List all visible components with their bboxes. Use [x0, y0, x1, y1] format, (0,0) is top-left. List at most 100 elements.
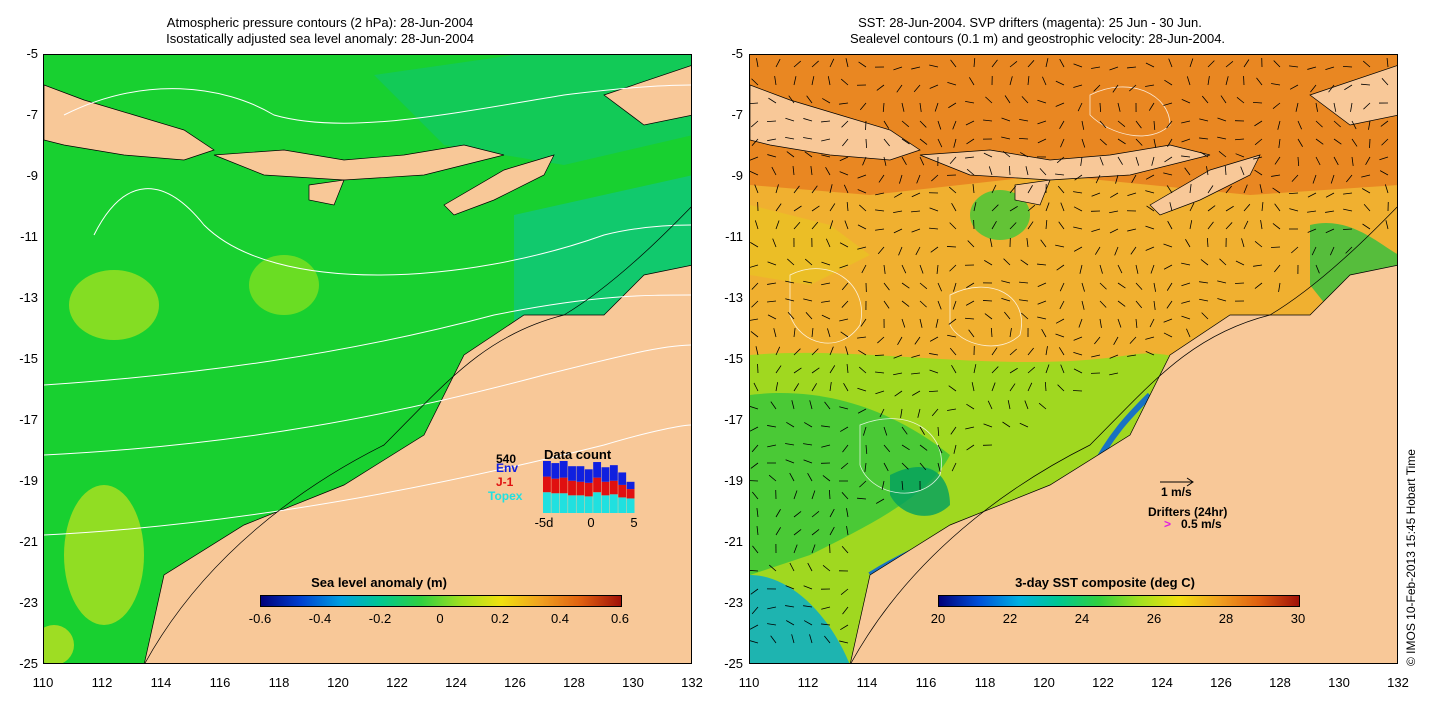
velocity-arrow [967, 240, 975, 248]
velocity-arrow [912, 390, 921, 396]
velocity-arrow [857, 174, 867, 179]
velocity-arrow [931, 174, 939, 182]
velocity-arrow [1027, 347, 1034, 356]
velocity-arrow [988, 166, 993, 176]
velocity-arrow [750, 570, 759, 572]
velocity-arrow [1329, 246, 1335, 256]
left-latitude-tick: -7 [26, 107, 38, 122]
velocity-arrow [1056, 264, 1065, 271]
velocity-arrow [893, 372, 903, 376]
velocity-arrow [1009, 348, 1017, 356]
right-longitude-tick: 124 [1151, 675, 1173, 690]
velocity-arrow [785, 298, 795, 302]
velocity-arrow [984, 260, 993, 266]
velocity-arrow [1333, 120, 1341, 128]
data-count-bar-topex [618, 497, 627, 513]
right-latitude-tick: -13 [724, 290, 743, 305]
data-count-bar-env [568, 466, 576, 481]
velocity-arrow [1060, 138, 1065, 148]
velocity-arrow [950, 59, 957, 68]
velocity-arrow [951, 202, 957, 212]
velocity-arrow [750, 640, 759, 644]
right-latitude-tick: -11 [725, 229, 743, 244]
velocity-arrow [857, 246, 867, 250]
left-longitude-tick: 126 [504, 675, 526, 690]
velocity-arrow [1166, 282, 1173, 291]
velocity-arrow [1091, 354, 1101, 358]
velocity-arrow [1073, 63, 1083, 68]
sst-map[interactable]: 1 m/s Drifters (24hr) > 0.5 m/s 3-day SS… [749, 54, 1398, 664]
velocity-arrow [1127, 192, 1137, 197]
velocity-arrow [840, 78, 849, 86]
data-count-bar-topex [551, 493, 560, 513]
velocity-arrow [1135, 120, 1142, 129]
velocity-arrow [951, 365, 957, 374]
data-count-bar-topex [543, 492, 551, 513]
velocity-arrow [1117, 318, 1122, 328]
velocity-arrow [785, 136, 795, 140]
velocity-arrow [875, 390, 885, 395]
velocity-arrow [1206, 166, 1209, 176]
velocity-arrow [803, 605, 813, 608]
velocity-arrow [953, 282, 957, 292]
velocity-arrow [1027, 60, 1035, 68]
velocity-arrow [811, 490, 816, 500]
velocity-arrow [839, 242, 849, 248]
velocity-arrow [804, 151, 813, 158]
velocity-arrow [1117, 282, 1126, 289]
velocity-arrow [1044, 381, 1047, 392]
velocity-arrow [1112, 84, 1119, 93]
sst-colorbar-tick: 26 [1146, 611, 1162, 626]
velocity-arrow [877, 246, 885, 255]
velocity-arrow [901, 120, 910, 128]
velocity-arrow [839, 264, 849, 269]
velocity-arrow [857, 224, 867, 230]
velocity-arrow [1127, 66, 1137, 69]
velocity-arrow [1381, 138, 1389, 146]
velocity-arrow [751, 138, 759, 146]
velocity-arrow [840, 624, 849, 631]
velocity-arrow [1363, 102, 1371, 110]
data-count-bar-env [543, 461, 551, 477]
velocity-arrow [1001, 297, 1011, 302]
velocity-arrow [883, 156, 887, 166]
velocity-arrow [1091, 228, 1101, 233]
velocity-arrow [1253, 264, 1263, 267]
velocity-arrow [1008, 165, 1011, 176]
velocity-arrow [949, 222, 957, 230]
velocity-arrow [1181, 282, 1191, 287]
sea-level-anomaly-map[interactable]: Data count 540 Env J-1 Topex -5d 0 5 Sea… [43, 54, 692, 664]
velocity-arrow [1099, 156, 1104, 166]
velocity-arrow [949, 264, 957, 272]
velocity-arrow [1254, 138, 1263, 146]
velocity-arrow [952, 120, 957, 130]
velocity-arrow [821, 623, 831, 626]
velocity-arrow [990, 327, 993, 338]
velocity-arrow [793, 221, 801, 230]
right-latitude-tick: -15 [724, 351, 743, 366]
velocity-arrow [1217, 136, 1227, 140]
velocity-arrow [1081, 120, 1085, 130]
velocity-arrow [899, 174, 903, 184]
velocity-arrow [911, 210, 921, 213]
data-count-bar-j1 [551, 478, 560, 494]
left-title-line2: Isostatically adjusted sea level anomaly… [166, 31, 474, 46]
velocity-arrow [1027, 366, 1036, 374]
velocity-arrow [824, 401, 831, 410]
velocity-arrow [841, 300, 849, 308]
velocity-arrow [857, 408, 867, 414]
velocity-arrow [1074, 174, 1083, 181]
right-latitude-tick: -23 [724, 595, 743, 610]
left-longitude-tick: 110 [32, 675, 54, 690]
velocity-arrow [775, 203, 782, 212]
sla-colorbar-tick: -0.2 [368, 611, 392, 626]
velocity-arrow [1117, 120, 1126, 128]
velocity-arrow [1235, 260, 1245, 266]
velocity-arrow [775, 509, 781, 518]
velocity-arrow [775, 382, 779, 392]
velocity-arrow [1342, 228, 1353, 230]
velocity-arrow [829, 58, 835, 68]
velocity-arrow [1153, 120, 1156, 131]
velocity-arrow [1289, 208, 1299, 212]
velocity-arrow [1272, 102, 1281, 109]
